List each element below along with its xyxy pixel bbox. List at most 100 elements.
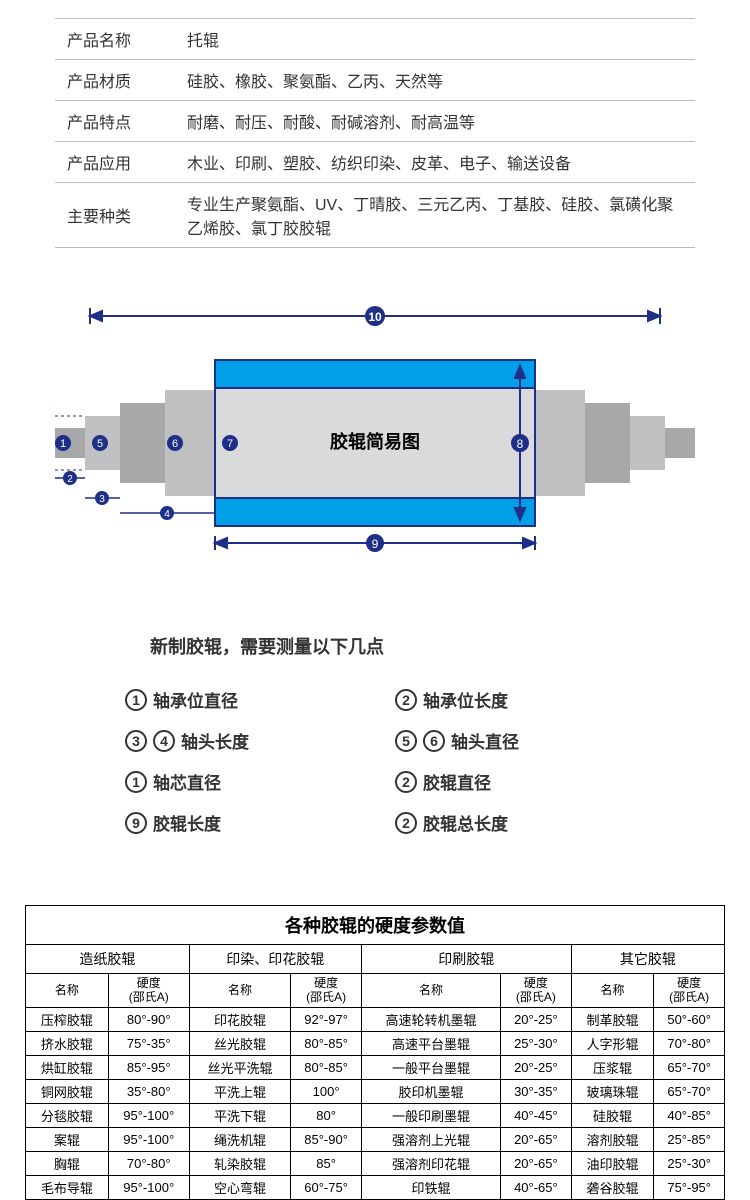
hardness-col-head: 硬度(邵氏A) [291,974,362,1008]
svg-text:1: 1 [60,438,66,450]
measure-number-badge: 4 [153,730,175,752]
hardness-cell: 强溶剂上光辊 [361,1127,500,1151]
hardness-cell: 75°-35° [108,1031,189,1055]
measurement-item: 2轴承位长度 [395,687,625,712]
hardness-cell: 25°-30° [654,1151,725,1175]
hardness-cell: 砻谷胶辊 [571,1175,654,1199]
measurement-grid: 1轴承位直径2轴承位长度34轴头长度56轴头直径1轴芯直径2胶辊直径9胶辊长度2… [125,687,625,835]
hardness-cell: 40°-85° [654,1103,725,1127]
hardness-cell: 空心弯辊 [189,1175,291,1199]
measurement-item: 1 轴承位直径 [125,687,355,712]
hardness-cell: 高速轮转机墨辊 [361,1007,500,1031]
svg-text:6: 6 [172,438,178,450]
spec-label: 产品应用 [55,142,175,183]
spec-value: 托辊 [175,19,695,60]
hardness-cell: 高速平台墨辊 [361,1031,500,1055]
hardness-cell: 平洗下辊 [189,1103,291,1127]
hardness-col-head: 名称 [26,974,109,1008]
hardness-cell: 玻璃珠辊 [571,1079,654,1103]
svg-text:4: 4 [164,509,170,520]
measure-number-badge: 2 [395,689,417,711]
hardness-cell: 85°-90° [291,1127,362,1151]
measure-number-badge: 1 [125,689,147,711]
hardness-cell: 胸辊 [26,1151,109,1175]
measure-label: 胶辊直径 [423,769,491,794]
hardness-cell: 65°-70° [654,1055,725,1079]
hardness-cell: 压浆辊 [571,1055,654,1079]
hardness-table: 各种胶辊的硬度参数值 造纸胶辊印染、印花胶辊印刷胶辊其它胶辊 名称硬度(邵氏A)… [25,905,725,1200]
hardness-cell: 硅胶辊 [571,1103,654,1127]
hardness-cell: 案辊 [26,1127,109,1151]
hardness-cell: 溶剂胶辊 [571,1127,654,1151]
measurement-item: 2 胶辊总长度 [395,810,625,835]
hardness-cell: 丝光胶辊 [189,1031,291,1055]
hardness-cell: 印铁辊 [361,1175,500,1199]
hardness-cell: 绳洗机辊 [189,1127,291,1151]
hardness-cell: 80° [291,1103,362,1127]
measure-label: 胶辊长度 [153,810,221,835]
hardness-cell: 铜网胶辊 [26,1079,109,1103]
hardness-col-head: 硬度(邵氏A) [501,974,572,1008]
measure-number-badge: 2 [395,812,417,834]
hardness-cell: 轧染胶辊 [189,1151,291,1175]
svg-text:5: 5 [97,438,103,450]
hardness-cell: 25°-30° [501,1031,572,1055]
hardness-cell: 92°-97° [291,1007,362,1031]
hardness-cell: 一般平台墨辊 [361,1055,500,1079]
roller-diagram-svg: 10 胶辊简易图 1 5 6 7 2 3 4 [55,298,695,568]
hardness-group: 印刷胶辊 [361,945,571,974]
measure-number-badge: 5 [395,730,417,752]
hardness-cell: 35°-80° [108,1079,189,1103]
hardness-cell: 制革胶辊 [571,1007,654,1031]
svg-text:8: 8 [517,437,524,451]
spec-value: 耐磨、耐压、耐酸、耐碱溶剂、耐高温等 [175,101,695,142]
spec-label: 产品名称 [55,19,175,60]
hardness-cell: 80°-85° [291,1031,362,1055]
hardness-cell: 50°-60° [654,1007,725,1031]
measure-label: 胶辊总长度 [423,810,508,835]
hardness-cell: 80°-85° [291,1055,362,1079]
hardness-cell: 烘缸胶辊 [26,1055,109,1079]
hardness-cell: 一般印刷墨辊 [361,1103,500,1127]
hardness-cell: 70°-80° [108,1151,189,1175]
spec-value: 木业、印刷、塑胶、纺织印染、皮革、电子、输送设备 [175,142,695,183]
hardness-cell: 平洗上辊 [189,1079,291,1103]
measure-number-badge: 6 [423,730,445,752]
hardness-cell: 75°-95° [654,1175,725,1199]
hardness-cell: 20°-65° [501,1127,572,1151]
hardness-cell: 40°-65° [501,1175,572,1199]
svg-text:2: 2 [67,474,73,485]
hardness-cell: 60°-75° [291,1175,362,1199]
measurement-item: 2 胶辊直径 [395,769,625,794]
diagram-title: 胶辊简易图 [330,431,420,452]
hardness-col-head: 名称 [571,974,654,1008]
hardness-group: 其它胶辊 [571,945,724,974]
hardness-cell: 压榨胶辊 [26,1007,109,1031]
svg-text:9: 9 [372,537,379,551]
svg-text:3: 3 [99,494,105,505]
hardness-cell: 丝光平洗辊 [189,1055,291,1079]
measure-label: 轴芯直径 [153,769,221,794]
measurement-heading: 新制胶辊，需要测量以下几点 [150,633,750,659]
hardness-col-head: 名称 [361,974,500,1008]
hardness-col-head: 硬度(邵氏A) [108,974,189,1008]
hardness-cell: 20°-25° [501,1007,572,1031]
measure-number-badge: 2 [395,771,417,793]
svg-text:7: 7 [227,438,233,450]
measure-label: 轴承位直径 [153,687,238,712]
measurement-item: 34 轴头长度 [125,728,355,753]
hardness-col-head: 硬度(邵氏A) [654,974,725,1008]
hardness-cell: 30°-35° [501,1079,572,1103]
hardness-cell: 20°-25° [501,1055,572,1079]
hardness-cell: 油印胶辊 [571,1151,654,1175]
hardness-title: 各种胶辊的硬度参数值 [26,906,725,945]
spec-label: 产品材质 [55,60,175,101]
hardness-cell: 70°-80° [654,1031,725,1055]
dim-badge-10: 10 [368,310,382,324]
roller-diagram: 10 胶辊简易图 1 5 6 7 2 3 4 [55,298,695,573]
hardness-cell: 人字形辊 [571,1031,654,1055]
measure-number-badge: 1 [125,771,147,793]
spec-value: 专业生产聚氨酯、UV、丁晴胶、三元乙丙、丁基胶、硅胶、氯磺化聚乙烯胶、氯丁胶胶辊 [175,183,695,248]
measure-number-badge: 3 [125,730,147,752]
measure-label: 轴头长度 [181,728,249,753]
